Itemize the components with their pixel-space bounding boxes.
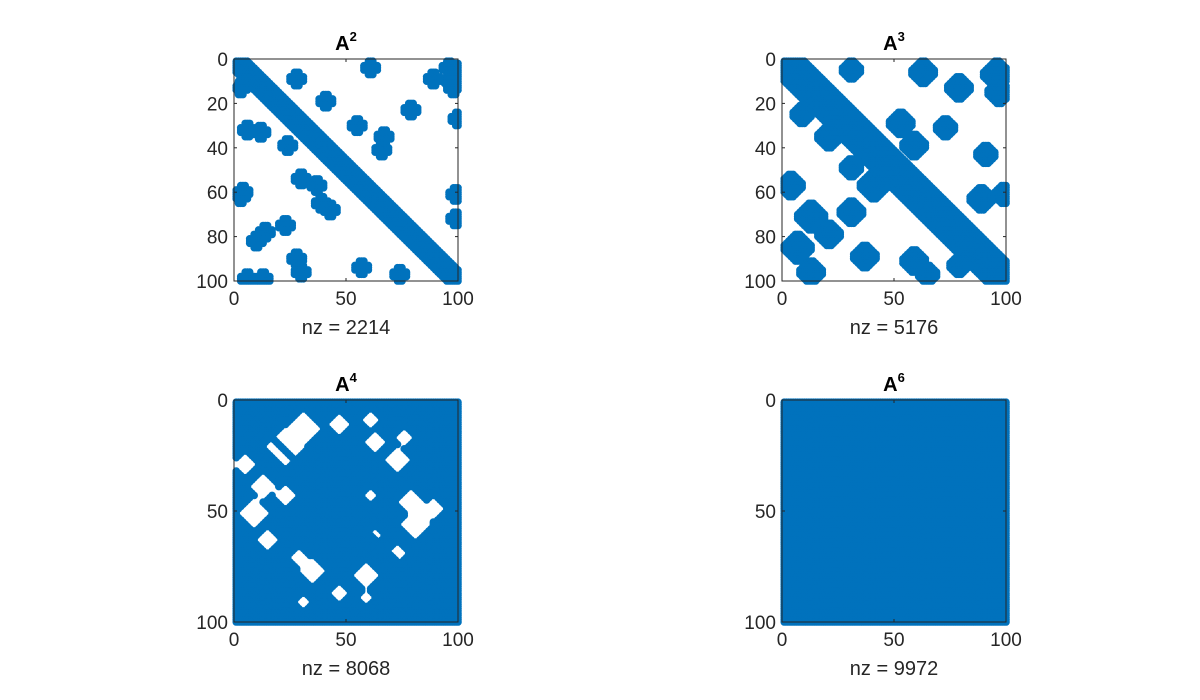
nonzero-marker: [943, 132, 952, 141]
y-tick-label: 60: [207, 183, 228, 204]
nonzero-marker: [283, 228, 292, 236]
nonzero-marker: [409, 112, 418, 121]
nonzero-marker: [369, 70, 377, 79]
y-tick-label: 40: [207, 139, 228, 160]
nz-label: nz = 2214: [302, 317, 390, 339]
nonzero-marker: [324, 104, 332, 112]
y-tick-label: 100: [196, 272, 228, 293]
nonzero-marker: [299, 181, 308, 190]
nonzero-marker: [245, 132, 254, 141]
nonzero-marker: [355, 128, 364, 137]
nonzero-marker: [984, 159, 992, 168]
nonzero-markers: [232, 57, 462, 285]
nonzero-marker: [286, 148, 294, 157]
y-tick-label: 0: [217, 50, 228, 71]
nonzero-marker: [789, 192, 798, 201]
nonzero-marker: [380, 152, 388, 161]
x-tick-label: 100: [442, 289, 474, 310]
nonzero-marker: [997, 99, 1006, 108]
nonzero-marker: [360, 270, 368, 279]
title-base: A: [335, 33, 349, 55]
nonzero-marker: [849, 75, 858, 83]
nonzero-marker: [328, 212, 337, 221]
nonzero-marker: [979, 206, 988, 214]
nonzero-marker: [872, 195, 880, 203]
nonzero-marker: [431, 81, 440, 90]
nonzero-marker: [849, 219, 858, 228]
nonzero-marker: [259, 135, 267, 143]
y-tick-label: 80: [207, 228, 228, 249]
y-tick-label: 20: [207, 94, 228, 115]
nonzero-marker: [827, 143, 836, 152]
x-tick-label: 0: [229, 289, 240, 310]
nonzero-marker: [239, 90, 247, 99]
nonzero-marker: [957, 95, 966, 103]
nonzero-marker: [295, 81, 303, 90]
panel-title: A2: [335, 29, 357, 55]
title-power: 2: [350, 29, 357, 44]
nonzero-marker: [912, 152, 921, 161]
nonzero-marker: [921, 79, 930, 88]
nonzero-marker: [849, 172, 858, 181]
nonzero-marker: [239, 199, 247, 208]
nonzero-marker: [254, 243, 263, 252]
x-tick-label: 50: [335, 289, 356, 310]
nonzero-marker: [800, 119, 809, 128]
